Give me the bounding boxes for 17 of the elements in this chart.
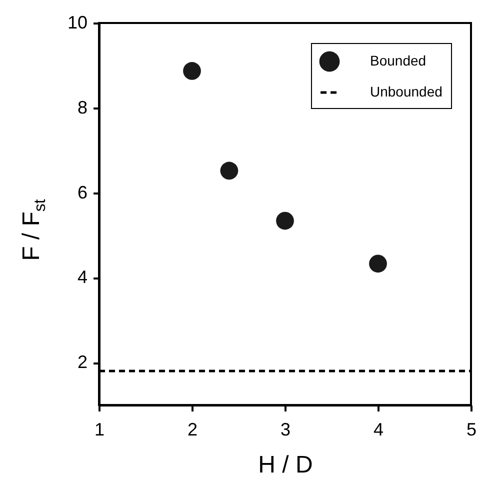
y-tick-label: 4: [77, 267, 88, 288]
point: [369, 254, 387, 273]
y-tick-label: 2: [77, 352, 88, 372]
x-axis-title: H / D: [258, 452, 313, 478]
y-tick-label: 6: [77, 182, 88, 202]
point: [183, 62, 201, 80]
legend-label: Bounded: [370, 52, 426, 68]
x-tick-label: 4: [373, 420, 384, 440]
y-tick-label: 8: [77, 97, 88, 118]
point: [276, 212, 294, 230]
legend-label: Unbounded: [370, 84, 442, 100]
x-tick-label: 1: [94, 420, 105, 440]
x-tick-label: 5: [466, 420, 477, 440]
x-tick-label: 2: [187, 420, 198, 440]
y-tick-label: 10: [67, 12, 88, 32]
x-tick-label: 3: [280, 420, 291, 440]
point: [220, 162, 238, 180]
